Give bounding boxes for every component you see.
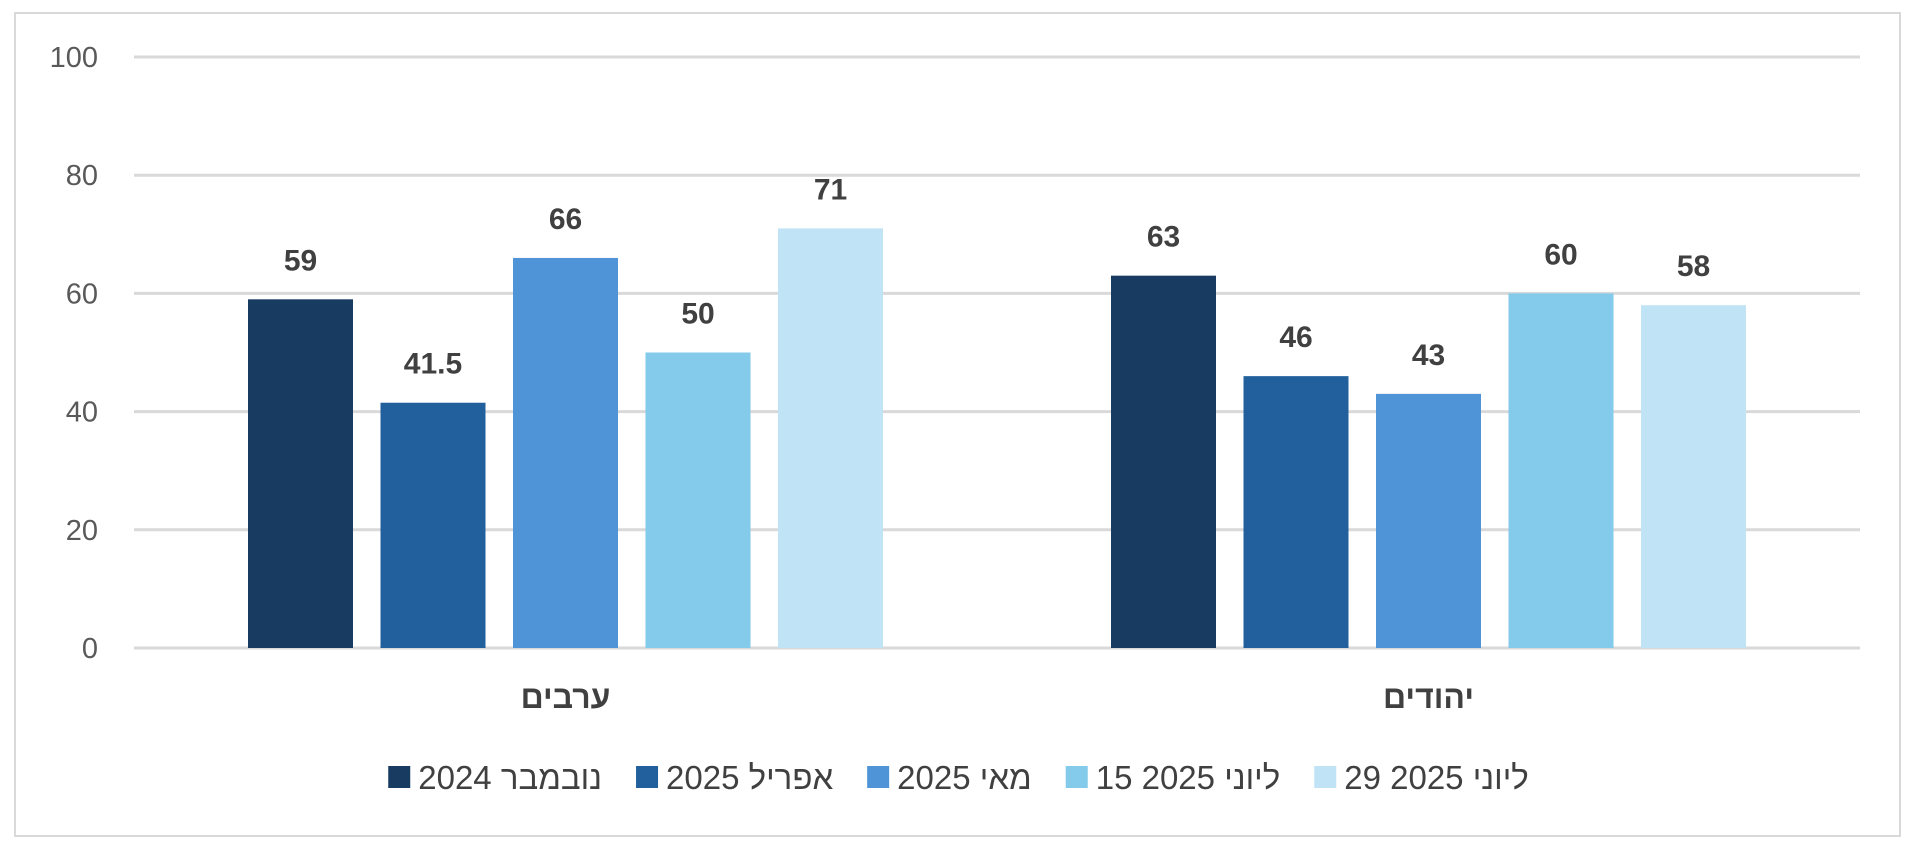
bar [1508, 293, 1614, 648]
bars [248, 228, 1746, 648]
category-label: ערבים [521, 679, 611, 715]
legend-item: אפריל 2025 [636, 759, 833, 796]
data-label: 59 [284, 244, 317, 277]
bar [1111, 275, 1216, 648]
bar [1243, 376, 1349, 648]
legend-swatch [636, 766, 659, 788]
legend-label: מאי 2025 [897, 759, 1032, 796]
legend-item: 15 ליוני 2025 [1065, 759, 1281, 796]
bar [778, 228, 883, 648]
legend-item: 29 ליוני 2025 [1314, 759, 1529, 796]
y-tick-label: 80 [66, 160, 98, 192]
category-labels: ערבים יהודים [521, 679, 1474, 715]
bar [1376, 393, 1481, 648]
legend-item: נובמבר 2024 [388, 759, 602, 796]
legend-swatch [388, 766, 411, 788]
legend-item: מאי 2025 [867, 759, 1032, 796]
bar [248, 299, 353, 648]
data-label: 60 [1544, 238, 1577, 271]
data-label: 50 [681, 298, 714, 331]
y-tick-label: 100 [50, 42, 98, 74]
bar [1641, 305, 1746, 648]
legend-label: 29 ליוני 2025 [1344, 759, 1529, 796]
legend-label: נובמבר 2024 [418, 759, 602, 796]
legend-swatch [867, 766, 890, 788]
category-label: יהודים [1383, 679, 1474, 715]
bar [513, 257, 618, 648]
bar [645, 352, 751, 648]
y-tick-label: 60 [66, 278, 98, 310]
y-tick-label: 0 [82, 633, 98, 665]
data-label: 63 [1147, 221, 1180, 254]
y-tick-label: 20 [66, 515, 98, 547]
data-label: 66 [549, 203, 582, 236]
data-label: 46 [1279, 321, 1312, 354]
legend: נובמבר 2024 אפריל 2025 מאי 2025 15 ליוני 20… [388, 759, 1529, 796]
data-label: 71 [814, 173, 847, 206]
data-label: 43 [1412, 339, 1445, 372]
y-axis: 0 20 40 60 80 100 [50, 42, 98, 665]
legend-label: 15 ליוני 2025 [1096, 759, 1281, 796]
legend-label: אפריל 2025 [666, 759, 833, 796]
y-tick-label: 40 [66, 397, 98, 429]
data-label: 41.5 [404, 348, 462, 381]
data-labels: 59 41.5 66 50 71 63 46 43 60 58 [284, 173, 1710, 380]
legend-swatch [1065, 766, 1088, 788]
legend-swatch [1314, 766, 1337, 788]
data-label: 58 [1677, 250, 1710, 283]
bar [380, 402, 486, 648]
